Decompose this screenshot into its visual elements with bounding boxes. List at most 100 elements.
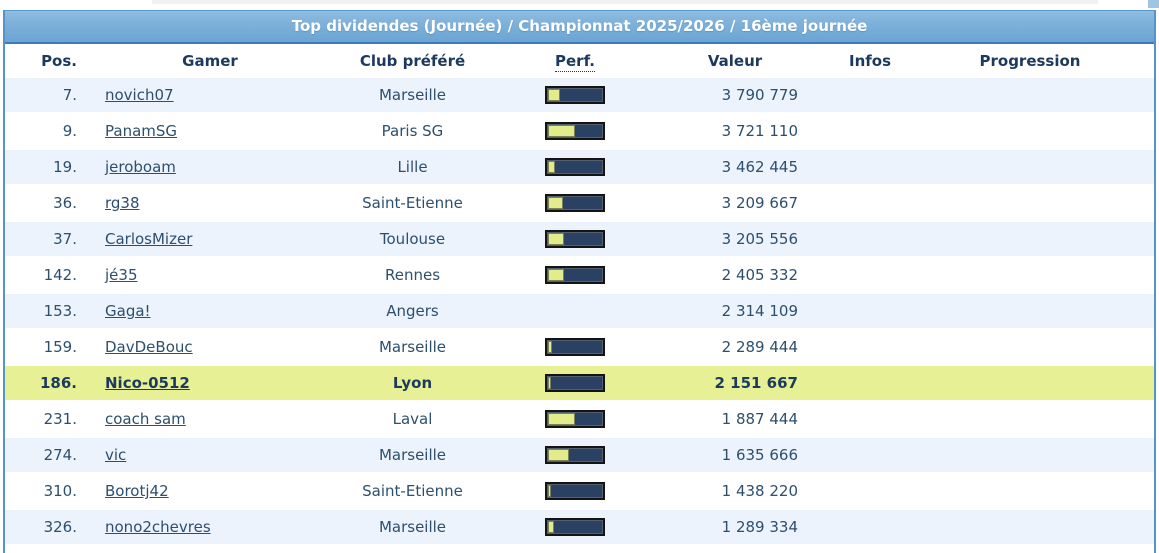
position-cell: 36. — [5, 185, 85, 222]
perf-cell — [490, 113, 660, 150]
perf-bar-fill — [548, 125, 575, 137]
value-cell: 3 462 445 — [660, 149, 810, 186]
perf-cell — [490, 221, 660, 258]
gamer-cell: nono2chevres — [85, 509, 335, 546]
position-cell: 159. — [5, 329, 85, 366]
table-body: 7. novich07 Marseille 3 790 779 9. Panam… — [5, 78, 1154, 546]
page-top-right-fragment — [1148, 0, 1159, 8]
position-cell: 326. — [5, 509, 85, 546]
gamer-cell: Nico-0512 — [85, 365, 335, 402]
perf-bar-fill — [548, 197, 563, 209]
perf-bar — [545, 158, 605, 176]
infos-cell — [810, 509, 930, 546]
club-cell: Laval — [335, 401, 490, 438]
gamer-link[interactable]: jé35 — [105, 266, 138, 284]
gamer-link[interactable]: jeroboam — [105, 158, 176, 176]
club-cell: Toulouse — [335, 221, 490, 258]
perf-cell — [490, 149, 660, 186]
perf-bar — [545, 518, 605, 536]
infos-cell — [810, 473, 930, 510]
perf-bar — [545, 446, 605, 464]
perf-cell — [490, 401, 660, 438]
club-cell: Angers — [335, 293, 490, 330]
position-cell: 7. — [5, 78, 85, 114]
gamer-link[interactable]: Nico-0512 — [105, 374, 190, 392]
progression-cell — [930, 149, 1130, 186]
gamer-link[interactable]: DavDeBouc — [105, 338, 193, 356]
position-cell: 231. — [5, 401, 85, 438]
gamer-link[interactable]: novich07 — [105, 86, 174, 104]
gamer-link[interactable]: Gaga! — [105, 302, 151, 320]
table-row: 7. novich07 Marseille 3 790 779 — [5, 78, 1154, 114]
column-header-club: Club préféré — [359, 52, 466, 70]
gamer-link[interactable]: nono2chevres — [105, 518, 211, 536]
gamer-link[interactable]: CarlosMizer — [105, 230, 193, 248]
table-row: 142. jé35 Rennes 2 405 332 — [5, 257, 1154, 294]
perf-bar — [545, 374, 605, 392]
perf-bar-fill — [548, 449, 570, 461]
filler-cell — [1130, 185, 1154, 222]
gamer-link[interactable]: PanamSG — [105, 122, 178, 140]
filler-cell — [1130, 509, 1154, 546]
value-cell: 2 405 332 — [660, 257, 810, 294]
perf-bar-fill — [548, 161, 556, 173]
perf-cell — [490, 473, 660, 510]
filler-cell — [1130, 329, 1154, 366]
infos-cell — [810, 329, 930, 366]
perf-bar — [545, 122, 605, 140]
perf-cell — [490, 185, 660, 222]
position-cell: 186. — [5, 365, 85, 402]
perf-bar — [545, 230, 605, 248]
table-row: 274. vic Marseille 1 635 666 — [5, 437, 1154, 474]
gamer-link[interactable]: vic — [105, 446, 127, 464]
gamer-link[interactable]: rg38 — [105, 194, 140, 212]
progression-cell — [930, 401, 1130, 438]
progression-cell — [930, 78, 1130, 114]
club-cell: Marseille — [335, 437, 490, 474]
gamer-cell: PanamSG — [85, 113, 335, 150]
gamer-cell: rg38 — [85, 185, 335, 222]
infos-cell — [810, 221, 930, 258]
progression-cell — [930, 221, 1130, 258]
perf-cell — [490, 293, 660, 330]
table-row: 37. CarlosMizer Toulouse 3 205 556 — [5, 221, 1154, 258]
infos-cell — [810, 257, 930, 294]
position-cell: 274. — [5, 437, 85, 474]
value-cell: 1 635 666 — [660, 437, 810, 474]
column-header-valeur: Valeur — [707, 52, 763, 70]
table-row: 36. rg38 Saint-Etienne 3 209 667 — [5, 185, 1154, 222]
infos-cell — [810, 149, 930, 186]
perf-bar-fill — [548, 485, 552, 497]
column-header-gamer: Gamer — [182, 52, 238, 70]
gamer-cell: Borotj42 — [85, 473, 335, 510]
perf-cell — [490, 78, 660, 114]
progression-cell — [930, 437, 1130, 474]
gamer-cell: coach sam — [85, 401, 335, 438]
perf-bar-fill — [548, 341, 553, 353]
value-cell: 3 209 667 — [660, 185, 810, 222]
perf-bar-fill — [548, 413, 575, 425]
club-cell: Paris SG — [335, 113, 490, 150]
ranking-table: Pos. Gamer Club préféré Perf. Valeur Inf… — [5, 44, 1154, 546]
filler-cell — [1130, 257, 1154, 294]
perf-bar — [545, 194, 605, 212]
gamer-link[interactable]: coach sam — [105, 410, 186, 428]
club-cell: Lyon — [335, 365, 490, 402]
club-cell: Saint-Etienne — [335, 185, 490, 222]
club-cell: Rennes — [335, 257, 490, 294]
gamer-cell: CarlosMizer — [85, 221, 335, 258]
filler-cell — [1130, 473, 1154, 510]
filler-cell — [1130, 437, 1154, 474]
progression-cell — [930, 257, 1130, 294]
gamer-cell: novich07 — [85, 78, 335, 114]
gamer-cell: Gaga! — [85, 293, 335, 330]
filler-cell — [1130, 293, 1154, 330]
perf-tooltip-label[interactable]: Perf. — [555, 52, 595, 72]
club-cell: Marseille — [335, 509, 490, 546]
gamer-link[interactable]: Borotj42 — [105, 482, 169, 500]
value-cell: 1 438 220 — [660, 473, 810, 510]
column-header-perf: Perf. — [490, 44, 660, 78]
table-row: 153. Gaga! Angers 2 314 109 — [5, 293, 1154, 330]
perf-cell — [490, 329, 660, 366]
perf-cell — [490, 365, 660, 402]
